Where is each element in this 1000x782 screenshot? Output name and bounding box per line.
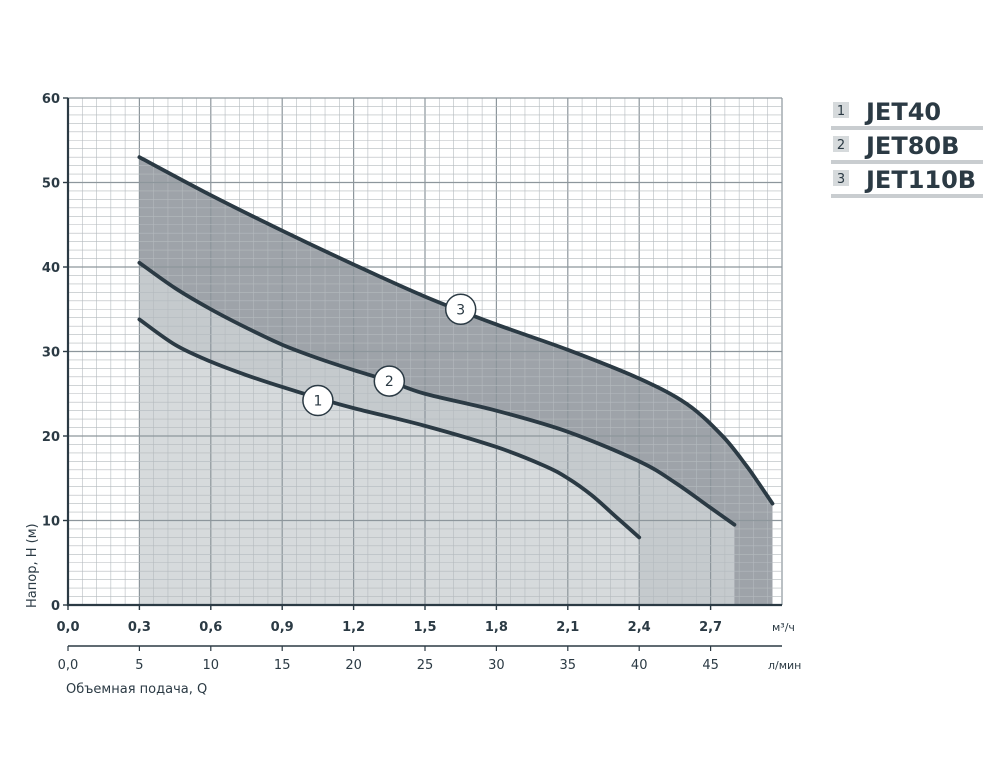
- legend-underline: [831, 126, 983, 130]
- y-tick-label: 20: [42, 430, 60, 445]
- fill-jet40: [139, 319, 640, 605]
- x-tick-label: 0,6: [199, 620, 222, 635]
- legend: 1 JET40 2 JET80B 3 JET110B: [831, 98, 983, 198]
- x2-tick-label: 5: [135, 658, 143, 673]
- tick-labels: 0,0 0,3 0,6 0,9 1,2 1,5 1,8 2,1 2,4 2,70,0 5 10 15 20…: [42, 92, 722, 673]
- x2-tick-label: 20: [345, 658, 362, 673]
- x2-tick-label: 10: [203, 658, 220, 673]
- y-tick-label: 40: [42, 261, 60, 276]
- legend-underline: [831, 194, 983, 198]
- x2-tick-label: 35: [560, 658, 577, 673]
- x-tick-label: 2,7: [699, 620, 722, 635]
- curve-jet40: [137, 317, 642, 540]
- legend-number: 2: [837, 138, 845, 153]
- x2-tick-label: 30: [488, 658, 505, 673]
- curve-marker-1: [302, 384, 334, 417]
- y-tick-label: 0: [51, 599, 60, 614]
- x-unit-top: м³/ч: [772, 621, 795, 634]
- curve-marker-label-2: 2: [385, 374, 394, 390]
- curve-marker-label-1: 1: [313, 394, 322, 410]
- x2-tick-label: 15: [274, 658, 291, 673]
- legend-swatch: [833, 102, 849, 118]
- x-unit-bottom: л/мин: [768, 659, 801, 672]
- curve-fills: [139, 157, 773, 605]
- curve-marker-label-3: 3: [456, 302, 465, 318]
- x2-tick-label: 40: [631, 658, 648, 673]
- x2-tick-label: 25: [417, 658, 434, 673]
- curve-jet110b: [137, 155, 775, 506]
- curve-marker-2: [373, 365, 406, 397]
- x2-tick-label: 45: [702, 658, 719, 673]
- legend-underline: [831, 160, 983, 164]
- axes: [63, 97, 782, 651]
- legend-swatch: [833, 136, 849, 152]
- legend-number: 1: [837, 104, 845, 119]
- x2-tick-label: 0,0: [58, 658, 79, 673]
- curve-markers: 3 2 1: [302, 293, 477, 417]
- x-tick-label: 1,5: [413, 620, 436, 635]
- y-tick-label: 30: [42, 346, 60, 361]
- legend-number: 3: [837, 172, 845, 187]
- x-axis-label: Объемная подача, Q: [66, 682, 207, 697]
- x-tick-label: 0,9: [271, 620, 294, 635]
- x-tick-label: 0,3: [128, 620, 151, 635]
- y-axis-label: Напор, H (м): [25, 523, 40, 608]
- grid: [67, 97, 783, 606]
- x-tick-label: 2,4: [628, 620, 651, 635]
- legend-label: JET110B: [864, 166, 976, 194]
- y-tick-label: 10: [42, 515, 60, 530]
- x-tick-label: 1,8: [485, 620, 508, 635]
- x-tick-label: 2,1: [556, 620, 579, 635]
- legend-label: JET80B: [864, 132, 959, 160]
- x-tick-label: 0,0: [56, 620, 79, 635]
- curve-marker-3: [444, 293, 477, 325]
- y-tick-label: 50: [42, 177, 60, 192]
- legend-swatch: [833, 170, 849, 186]
- y-tick-label: 60: [42, 92, 60, 107]
- x-tick-label: 1,2: [342, 620, 365, 635]
- legend-label: JET40: [864, 98, 941, 126]
